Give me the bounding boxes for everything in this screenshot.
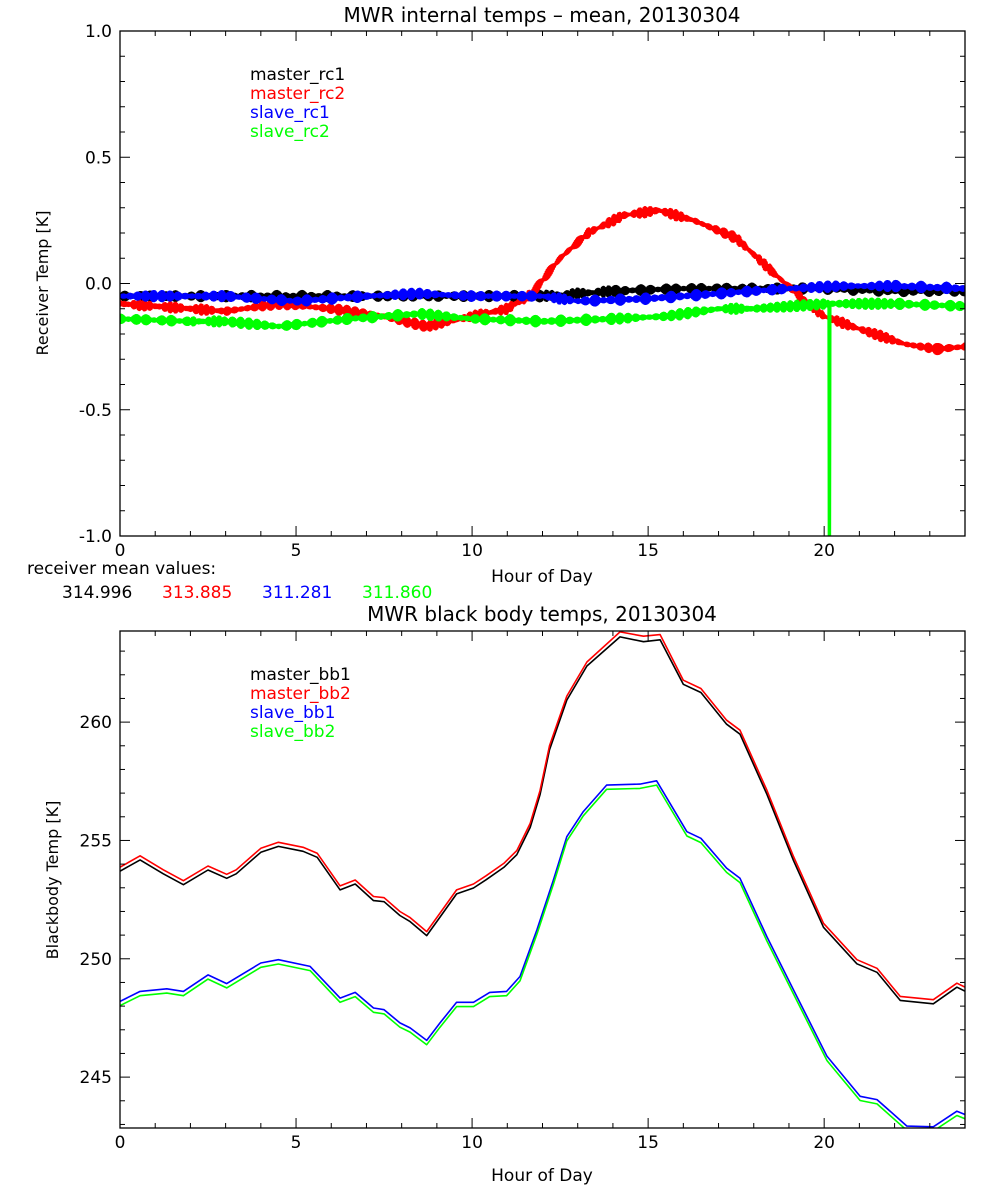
mean-value-master-rc2: 313.885: [162, 583, 232, 603]
top-chart-title: MWR internal temps – mean, 20130304: [343, 3, 740, 27]
top-x-tick-label: 10: [461, 541, 483, 561]
mean-value-master-rc1: 314.996: [62, 583, 132, 603]
bottom-legend-master_bb2: master_bb2: [250, 684, 351, 704]
bottom-plot-frame: [119, 630, 966, 1129]
top-series-slave_rc2: [120, 297, 965, 536]
top-legend-slave_rc1: slave_rc1: [250, 103, 330, 123]
bottom-x-tick-label: 20: [813, 1133, 835, 1153]
top-legend-slave_rc2: slave_rc2: [250, 122, 330, 142]
bottom-y-axis-label: Blackbody Temp [K]: [43, 801, 62, 960]
top-series-master_rc2: [120, 205, 965, 356]
bottom-chart-title: MWR black body temps, 20130304: [367, 602, 717, 626]
top-y-axis-label: Receiver Temp [K]: [33, 210, 52, 355]
top-legend-master_rc2: master_rc2: [250, 84, 345, 104]
top-y-tick-label: 1.0: [85, 22, 112, 42]
bottom-series-master_bb2: [120, 631, 965, 1001]
top-y-tick-label: -0.5: [79, 401, 112, 421]
bottom-series-slave_bb1: [120, 780, 965, 1128]
top-x-tick-label: 15: [637, 541, 659, 561]
bottom-x-tick-label: 5: [291, 1133, 302, 1153]
bottom-y-tick-label: 250: [80, 950, 112, 970]
top-series-slave_rc1: [120, 279, 965, 307]
bottom-x-tick-label: 10: [461, 1133, 483, 1153]
top-legend-master_rc1: master_rc1: [250, 65, 345, 85]
receiver-mean-label: receiver mean values:: [27, 559, 216, 579]
bottom-y-tick-label: 255: [80, 831, 112, 851]
top-x-tick-label: 0: [115, 541, 126, 561]
mean-value-slave-rc1: 311.281: [262, 583, 332, 603]
bottom-series-slave_bb2: [120, 784, 965, 1128]
bottom-legend-slave_bb2: slave_bb2: [250, 722, 335, 742]
bottom-legend-slave_bb1: slave_bb1: [250, 703, 335, 723]
top-x-axis-label: Hour of Day: [491, 567, 593, 587]
top-y-tick-label: 0.5: [85, 148, 112, 168]
bottom-y-tick-label: 245: [80, 1068, 112, 1088]
bottom-x-axis-label: Hour of Day: [491, 1166, 593, 1186]
top-y-tick-label: -1.0: [79, 527, 112, 547]
bottom-legend-master_bb1: master_bb1: [250, 665, 351, 685]
top-y-tick-label: 0.0: [85, 275, 112, 295]
top-x-tick-label: 5: [291, 541, 302, 561]
top-x-tick-label: 20: [813, 541, 835, 561]
bottom-y-tick-label: 260: [80, 713, 112, 733]
bottom-series-master_bb1: [120, 636, 965, 1005]
bottom-x-tick-label: 0: [115, 1133, 126, 1153]
mean-value-slave-rc2: 311.860: [362, 583, 432, 603]
bottom-x-tick-label: 15: [637, 1133, 659, 1153]
